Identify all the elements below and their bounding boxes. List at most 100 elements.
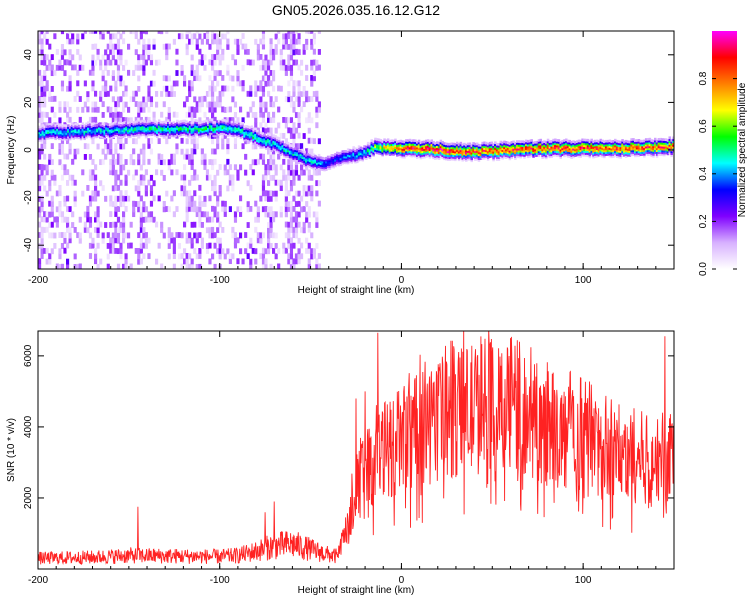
ridge-cell: [78, 136, 81, 139]
heatmap-cell: [165, 31, 169, 35]
heatmap-cell: [241, 258, 245, 265]
heatmap-cell: [127, 169, 131, 176]
ridge-cell: [177, 126, 181, 130]
heatmap-cell: [40, 232, 44, 239]
heatmap-cell: [147, 90, 151, 97]
ridge-cell: [237, 132, 241, 135]
heatmap-cell: [124, 232, 128, 239]
ridge-cell: [652, 145, 655, 149]
ridge-cell: [374, 145, 377, 148]
ridge-cell: [615, 151, 619, 155]
ridge-cell: [308, 157, 312, 161]
heatmap-cell: [71, 64, 75, 71]
ridge-cell: [45, 131, 48, 134]
ridge-cell: [216, 122, 219, 125]
heatmap-cell: [272, 248, 276, 254]
heatmap-cell: [139, 164, 143, 171]
heatmap-cell: [91, 59, 95, 66]
heatmap-cell: [94, 174, 98, 181]
ridge-cell: [354, 158, 357, 162]
heatmap-cell: [119, 59, 123, 66]
ridge-cell: [523, 154, 526, 157]
ridge-cell: [494, 154, 497, 158]
ridge-cell: [192, 123, 196, 126]
ridge-cell: [366, 149, 370, 153]
heatmap-cell: [246, 206, 250, 213]
spectrogram-x-tick-label: 100: [575, 275, 592, 286]
ridge-cell: [216, 128, 219, 131]
heatmap-cell: [317, 169, 321, 176]
ridge-cell: [528, 147, 532, 150]
ridge-cell: [501, 145, 504, 149]
heatmap-cell: [272, 232, 276, 239]
ridge-cell: [81, 126, 85, 129]
heatmap-cell: [172, 211, 176, 218]
ridge-cell: [105, 126, 108, 130]
spectrogram-x-tick-label: -100: [210, 275, 230, 286]
heatmap-cell: [261, 101, 266, 108]
ridge-cell: [666, 148, 670, 152]
ridge-cell: [41, 126, 45, 129]
ridge-cell: [192, 128, 196, 132]
heatmap-cell: [132, 70, 136, 76]
heatmap-cell: [261, 253, 266, 259]
ridge-cell: [637, 140, 641, 144]
heatmap-cell: [208, 101, 212, 108]
ridge-cell: [634, 152, 637, 156]
ridge-cell: [292, 145, 295, 149]
ridge-cell: [603, 147, 606, 151]
ridge-cell: [326, 157, 330, 161]
ridge-cell: [354, 147, 357, 151]
ridge-cell: [217, 121, 221, 125]
ridge-cell: [577, 153, 581, 156]
heatmap-cell: [284, 180, 288, 187]
ridge-cell: [78, 124, 81, 128]
heatmap-cell: [139, 195, 143, 202]
ridge-cell: [454, 154, 457, 158]
ridge-cell: [550, 151, 553, 155]
heatmap-cell: [279, 206, 283, 213]
ridge-cell: [76, 130, 79, 134]
heatmap-cell: [284, 122, 288, 129]
ridge-cell: [386, 147, 390, 151]
ridge-cell: [410, 147, 414, 150]
ridge-cell: [461, 151, 464, 154]
ridge-cell: [528, 139, 532, 143]
ridge-cell: [445, 155, 448, 159]
ridge-cell: [370, 148, 374, 152]
ridge-cell: [566, 149, 570, 152]
ridge-cell: [234, 132, 237, 135]
heatmap-cell: [116, 70, 121, 76]
ridge-cell: [83, 127, 86, 131]
heatmap-cell: [289, 127, 294, 134]
ridge-cell: [197, 134, 201, 138]
ridge-cell: [167, 125, 170, 128]
ridge-cell: [403, 140, 406, 144]
ridge-cell: [130, 128, 134, 131]
ridge-cell: [267, 138, 270, 141]
ridge-cell: [270, 149, 274, 152]
heatmap-cell: [261, 206, 266, 213]
heatmap-cell: [205, 243, 210, 249]
ridge-cell: [632, 145, 635, 149]
heatmap-cell: [267, 148, 271, 155]
ridge-cell: [132, 126, 136, 130]
ridge-cell: [156, 127, 159, 131]
heatmap-cell: [190, 148, 194, 155]
heatmap-cell: [302, 185, 306, 191]
ridge-cell: [426, 154, 430, 158]
heatmap-cell: [289, 164, 294, 171]
ridge-cell: [134, 122, 137, 126]
ridge-cell: [103, 127, 106, 130]
ridge-cell: [644, 149, 648, 153]
ridge-cell: [343, 159, 346, 163]
ridge-cell: [450, 152, 454, 155]
heatmap-cell: [124, 190, 128, 197]
heatmap-cell: [43, 227, 47, 233]
heatmap-cell: [218, 70, 222, 77]
heatmap-cell: [269, 96, 273, 103]
heatmap-cell: [142, 174, 146, 181]
heatmap-cell: [195, 137, 199, 144]
heatmap-cell: [109, 85, 113, 92]
ridge-cell: [54, 133, 57, 137]
